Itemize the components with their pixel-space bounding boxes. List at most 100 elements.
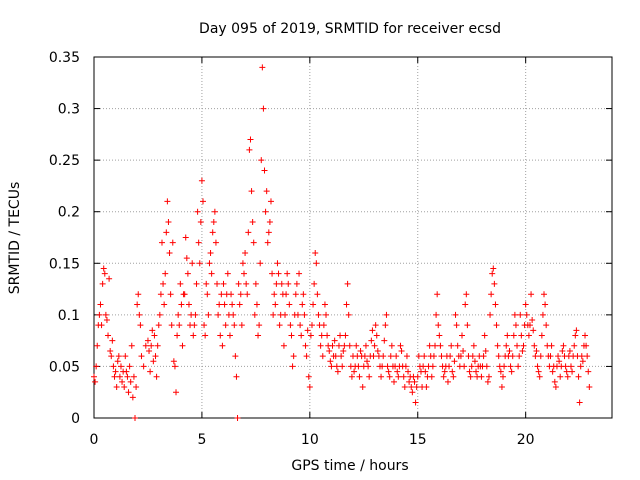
data-point [302,342,309,349]
data-point [464,322,471,329]
data-point [510,332,517,339]
data-point [542,301,549,308]
data-point [366,373,373,380]
x-tick-label: 10 [301,432,319,448]
data-point [151,332,158,339]
data-point [440,373,447,380]
data-point [483,363,490,370]
data-point [582,332,589,339]
data-point [520,342,527,349]
data-point [549,368,556,375]
data-point [575,373,582,380]
data-point [382,322,389,329]
data-point [175,311,182,318]
data-point [273,280,280,287]
data-point [226,332,233,339]
data-point [214,280,221,287]
data-point [216,301,223,308]
data-point [319,353,326,360]
data-point [251,311,258,318]
data-point [293,280,300,287]
data-point [413,384,420,391]
data-point [337,332,344,339]
data-point [149,327,156,334]
data-point [566,347,573,354]
data-point [237,291,244,298]
chart-title: Day 095 of 2019, SRMTID for receiver ecs… [199,21,501,37]
x-tick-label: 0 [90,432,99,448]
data-point [215,311,222,318]
data-point [421,353,428,360]
data-point [369,327,376,334]
data-point [276,322,283,329]
data-point [411,378,418,385]
data-point [137,322,144,329]
y-tick-label: 0.25 [49,153,80,169]
data-point [311,280,318,287]
data-point [512,322,519,329]
data-point [199,198,206,205]
data-point [184,270,191,277]
data-point [372,322,379,329]
data-point [289,363,296,370]
data-point [446,363,453,370]
data-point [271,291,278,298]
data-point [106,275,113,282]
data-point [182,234,189,241]
data-point [193,280,200,287]
data-point [229,301,236,308]
data-point [323,311,330,318]
data-point [262,208,269,215]
x-axis-label: GPS time / hours [291,458,408,474]
data-point [430,353,437,360]
data-point [283,291,290,298]
data-point [144,337,151,344]
data-point [373,332,380,339]
data-point [519,347,526,354]
data-point [205,311,212,318]
data-point [538,332,545,339]
y-tick-label: 0.2 [58,205,80,221]
data-point [171,363,178,370]
data-point [127,378,134,385]
data-point [298,332,305,339]
data-point [241,270,248,277]
data-point [259,64,266,71]
data-point [400,373,407,380]
data-point [385,368,392,375]
data-point [129,394,136,401]
data-point [365,363,372,370]
data-point [500,373,507,380]
data-point [230,311,237,318]
data-point [105,332,112,339]
data-point [203,280,210,287]
data-point [124,373,131,380]
data-point [562,363,569,370]
data-point [107,347,114,354]
data-point [109,337,116,344]
data-point [494,342,501,349]
data-point [163,229,170,236]
data-point [333,363,340,370]
data-point [161,301,168,308]
data-point [119,378,126,385]
data-point [162,270,169,277]
data-point [244,291,251,298]
data-point [339,363,346,370]
data-point [243,280,250,287]
data-point [248,188,255,195]
data-point [94,342,101,349]
data-point [466,368,473,375]
data-point [585,368,592,375]
data-point [335,342,342,349]
data-point [517,311,524,318]
data-point [209,229,216,236]
data-point [415,353,422,360]
data-point [97,301,104,308]
data-point [586,384,593,391]
data-point [386,373,393,380]
data-point [204,291,211,298]
data-point [99,280,106,287]
data-point [197,219,204,226]
